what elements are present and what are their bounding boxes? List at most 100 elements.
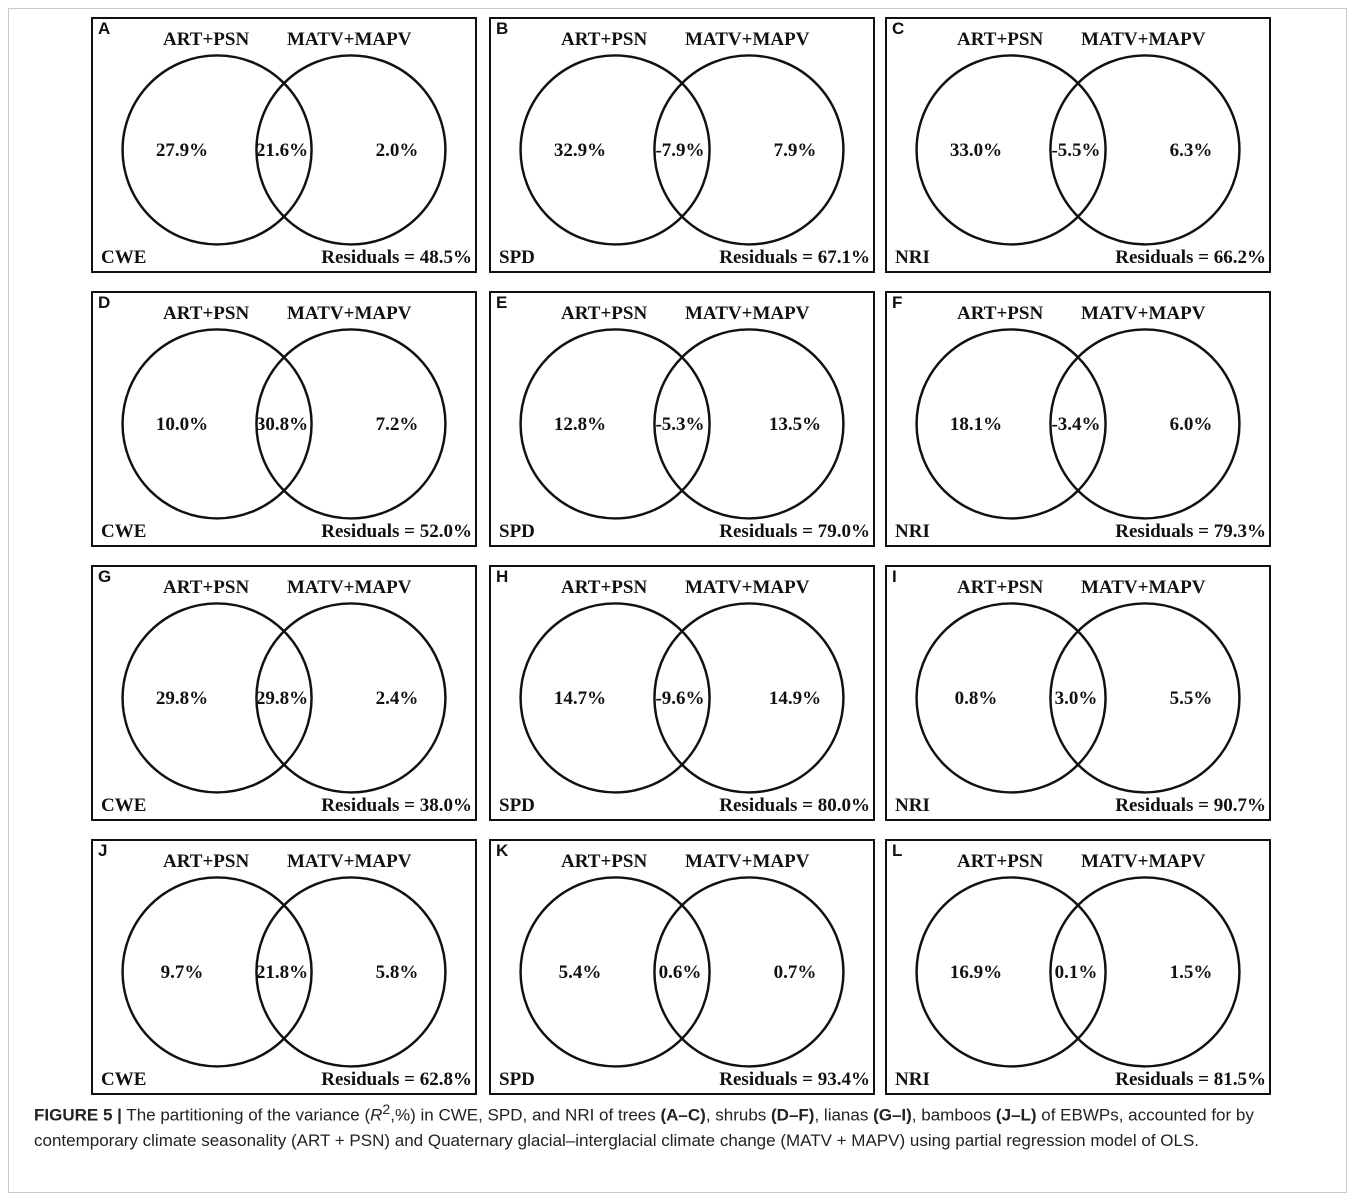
- residuals-label: Residuals = 93.4%: [719, 1069, 870, 1090]
- shared-value: 30.8%: [255, 414, 309, 435]
- residuals-label: Residuals = 90.7%: [1115, 795, 1266, 816]
- unique1-value: 14.7%: [553, 688, 607, 709]
- residuals-label: Residuals = 38.0%: [321, 795, 472, 816]
- circle-matv-mapv: [1049, 876, 1241, 1068]
- unique1-value: 32.9%: [553, 140, 607, 161]
- circle-art-psn: [915, 328, 1107, 520]
- shared-value: -5.5%: [1051, 140, 1101, 161]
- index-label: SPD: [499, 1069, 535, 1090]
- unique2-value: 0.7%: [773, 962, 817, 983]
- index-label: CWE: [101, 521, 147, 542]
- panel-ref-shrubs: (D–F): [771, 1105, 815, 1125]
- unique2-value: 7.2%: [375, 414, 419, 435]
- index-label: SPD: [499, 247, 535, 268]
- caption-text-4: , lianas: [814, 1105, 874, 1125]
- circle-matv-mapv: [255, 54, 447, 246]
- circle-art-psn: [121, 602, 313, 794]
- panel-letter: B: [496, 19, 509, 38]
- residuals-label: Residuals = 52.0%: [321, 521, 472, 542]
- shared-value: 21.8%: [255, 962, 309, 983]
- group2-label: MATV+MAPV: [685, 29, 810, 50]
- venn-circles: [915, 54, 1241, 246]
- group1-label: ART+PSN: [957, 29, 1044, 50]
- group2-label: MATV+MAPV: [287, 851, 412, 872]
- circle-art-psn: [915, 54, 1107, 246]
- venn-panel-h: H ART+PSN MATV+MAPV 14.7% -9.6% 14.9% SP…: [489, 565, 875, 821]
- group1-label: ART+PSN: [561, 29, 648, 50]
- circle-matv-mapv: [255, 602, 447, 794]
- venn-circles: [915, 876, 1241, 1068]
- unique1-value: 33.0%: [949, 140, 1003, 161]
- shared-value: -9.6%: [655, 688, 705, 709]
- residuals-label: Residuals = 62.8%: [321, 1069, 472, 1090]
- group1-label: ART+PSN: [163, 851, 250, 872]
- venn-panel-g: G ART+PSN MATV+MAPV 29.8% 29.8% 2.4% CWE…: [91, 565, 477, 821]
- venn-circles: [121, 54, 447, 246]
- index-label: CWE: [101, 247, 147, 268]
- group2-label: MATV+MAPV: [685, 577, 810, 598]
- group1-label: ART+PSN: [957, 851, 1044, 872]
- panel-letter: I: [892, 567, 897, 586]
- unique2-value: 2.0%: [375, 140, 419, 161]
- figure-caption: FIGURE 5 | The partitioning of the varia…: [34, 1098, 1324, 1153]
- circle-matv-mapv: [255, 876, 447, 1068]
- panel-letter: G: [98, 567, 112, 586]
- caption-text-2: ,%) in CWE, SPD, and NRI of trees: [390, 1105, 661, 1125]
- panel-letter: E: [496, 293, 508, 312]
- venn-panel-a: A ART+PSN MATV+MAPV 27.9% 21.6% 2.0% CWE…: [91, 17, 477, 273]
- shared-value: -7.9%: [655, 140, 705, 161]
- unique2-value: 13.5%: [768, 414, 822, 435]
- group1-label: ART+PSN: [163, 29, 250, 50]
- venn-panel-d: D ART+PSN MATV+MAPV 10.0% 30.8% 7.2% CWE…: [91, 291, 477, 547]
- shared-value: 21.6%: [255, 140, 309, 161]
- venn-circles: [519, 328, 845, 520]
- group1-label: ART+PSN: [163, 577, 250, 598]
- group2-label: MATV+MAPV: [1081, 303, 1206, 324]
- circle-matv-mapv: [255, 328, 447, 520]
- venn-circles: [121, 602, 447, 794]
- group1-label: ART+PSN: [561, 303, 648, 324]
- caption-text-5: , bamboos: [911, 1105, 996, 1125]
- group2-label: MATV+MAPV: [1081, 577, 1206, 598]
- unique1-value: 18.1%: [949, 414, 1003, 435]
- unique2-value: 6.0%: [1169, 414, 1213, 435]
- residuals-label: Residuals = 48.5%: [321, 247, 472, 268]
- panel-letter: A: [98, 19, 111, 38]
- group1-label: ART+PSN: [957, 577, 1044, 598]
- group2-label: MATV+MAPV: [287, 29, 412, 50]
- index-label: NRI: [895, 247, 930, 268]
- unique1-value: 9.7%: [160, 962, 204, 983]
- venn-panel-b: B ART+PSN MATV+MAPV 32.9% -7.9% 7.9% SPD…: [489, 17, 875, 273]
- unique2-value: 7.9%: [773, 140, 817, 161]
- index-label: CWE: [101, 795, 147, 816]
- unique1-value: 0.8%: [954, 688, 998, 709]
- panel-ref-trees: (A–C): [660, 1105, 706, 1125]
- panel-ref-lianas: (G–I): [873, 1105, 912, 1125]
- venn-panel-i: I ART+PSN MATV+MAPV 0.8% 3.0% 5.5% NRI R…: [885, 565, 1271, 821]
- caption-text-3: , shrubs: [705, 1105, 772, 1125]
- circle-art-psn: [519, 54, 711, 246]
- venn-circles: [121, 876, 447, 1068]
- shared-value: -5.3%: [655, 414, 705, 435]
- group2-label: MATV+MAPV: [685, 303, 810, 324]
- venn-circles: [519, 876, 845, 1068]
- venn-panel-j: J ART+PSN MATV+MAPV 9.7% 21.8% 5.8% CWE …: [91, 839, 477, 1095]
- circle-matv-mapv: [653, 876, 845, 1068]
- group2-label: MATV+MAPV: [1081, 851, 1206, 872]
- circle-matv-mapv: [1049, 602, 1241, 794]
- panel-letter: C: [892, 19, 905, 38]
- circle-matv-mapv: [653, 602, 845, 794]
- venn-circles: [519, 54, 845, 246]
- r-symbol: R: [370, 1105, 383, 1125]
- circle-art-psn: [519, 328, 711, 520]
- group1-label: ART+PSN: [561, 577, 648, 598]
- caption-text-6: of EBWPs, accounted for by contemporary …: [34, 1105, 1254, 1150]
- panel-letter: K: [496, 841, 509, 860]
- circle-art-psn: [121, 328, 313, 520]
- superscript: 2: [382, 1102, 391, 1118]
- panel-letter: F: [892, 293, 903, 312]
- index-label: NRI: [895, 521, 930, 542]
- caption-text-1: The partitioning of the variance (: [121, 1105, 371, 1125]
- panel-ref-bamboos: (J–L): [995, 1105, 1037, 1125]
- circle-art-psn: [519, 876, 711, 1068]
